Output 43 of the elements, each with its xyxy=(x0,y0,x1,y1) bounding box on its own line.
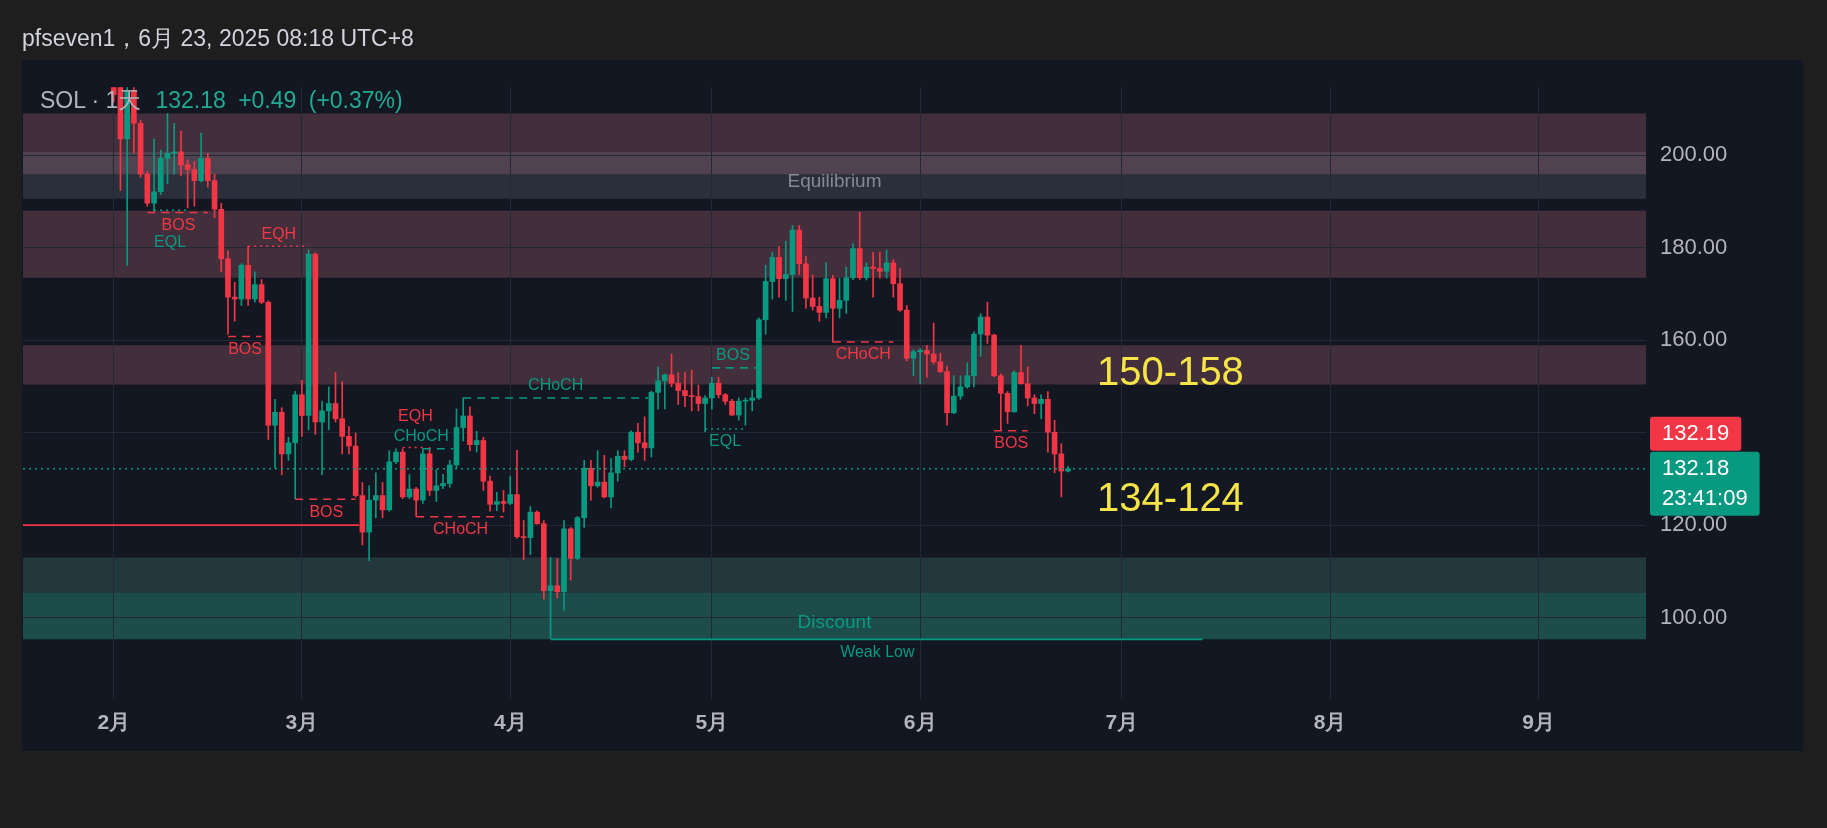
ref-line-label: 132.18 23:41:09 xyxy=(1662,454,1748,510)
chart-title: SOL · 1天 xyxy=(40,87,142,113)
series-label: BOS xyxy=(161,215,196,233)
series-label: EQH xyxy=(398,406,433,424)
series-label: CHoCH xyxy=(393,427,449,445)
band-label: Equilibrium xyxy=(787,170,882,192)
x-tick-label: 5月 xyxy=(695,710,729,734)
candlestick xyxy=(1038,394,1044,420)
series-label: BOS xyxy=(228,339,262,357)
x-tick-label: 3月 xyxy=(285,710,319,734)
annotation: 134-124 xyxy=(1097,475,1244,520)
candlestick xyxy=(554,558,561,599)
y-tick-label: 120.00 xyxy=(1660,511,1728,537)
y-tick-label: 100.00 xyxy=(1660,603,1728,629)
x-tick-label: 4月 xyxy=(493,710,527,734)
annotation: 150-158 xyxy=(1097,349,1244,394)
candlestick xyxy=(325,386,332,431)
candlestick xyxy=(373,472,379,519)
candlestick xyxy=(924,344,930,378)
candlestick xyxy=(493,491,500,512)
series-label: EQH xyxy=(261,224,297,242)
text: 132.19 xyxy=(1662,419,1730,445)
band-label: Discount xyxy=(797,611,873,633)
series-label: BOS xyxy=(309,502,344,520)
chart-subtitle: 132.18 +0.49 (+0.37%) xyxy=(155,87,403,113)
x-tick-label: 7月 xyxy=(1105,710,1139,734)
series-label: CHoCH xyxy=(433,520,489,538)
series-label: Weak Low xyxy=(840,642,915,660)
series-label: EQL xyxy=(709,432,742,450)
series-label: BOS xyxy=(994,434,1029,452)
candlestick xyxy=(661,373,668,410)
series-label: BOS xyxy=(716,346,750,364)
series-label: CHoCH xyxy=(528,376,584,394)
x-tick-label: 6月 xyxy=(903,710,937,734)
x-tick-label: 9月 xyxy=(1522,710,1555,734)
y-tick-label: 180.00 xyxy=(1660,233,1728,259)
series-label: EQL xyxy=(154,232,187,250)
y-tick-label: 200.00 xyxy=(1660,141,1728,167)
y-tick-label: 160.00 xyxy=(1660,326,1728,352)
text: pfseven1，6月 23, 2025 08:18 UTC+8 xyxy=(22,24,414,52)
series-label: CHoCH xyxy=(835,345,891,363)
x-tick-label: 8月 xyxy=(1313,710,1347,734)
x-tick-label: 2月 xyxy=(97,710,131,734)
